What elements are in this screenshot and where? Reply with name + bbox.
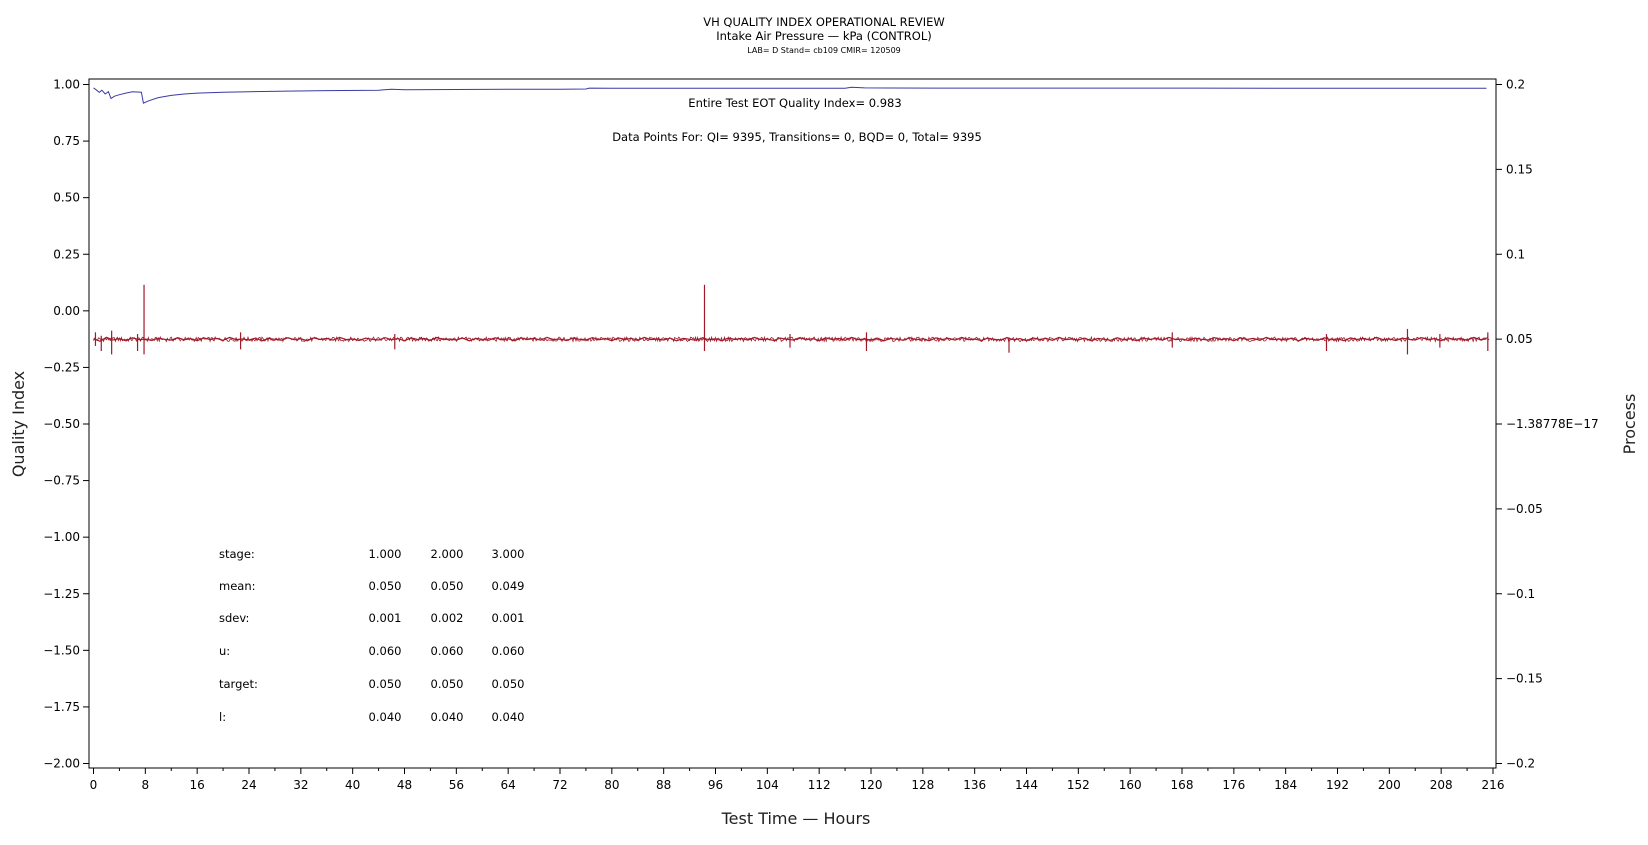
x-tick-label: 216: [1482, 778, 1505, 792]
stats-value: 0.060: [431, 644, 464, 658]
x-tick-label: 176: [1222, 778, 1245, 792]
x-tick-label: 96: [708, 778, 723, 792]
x-tick-label: 8: [142, 778, 150, 792]
y2-axis-label: Process: [1620, 394, 1639, 455]
x-tick-label: 56: [449, 778, 464, 792]
x-tick-label: 48: [397, 778, 412, 792]
y-tick-label: −1.25: [43, 587, 80, 601]
stats-table: stage: 1.000 2.000 3.000 mean: 0.050 0.050 0.04…: [219, 547, 524, 724]
stats-value: 0.050: [431, 579, 464, 593]
stats-value: 0.040: [431, 710, 464, 724]
x-tick-label: 104: [756, 778, 779, 792]
eot-annotation: Entire Test EOT Quality Index= 0.983: [688, 96, 901, 110]
x-tick-label: 168: [1171, 778, 1194, 792]
stats-value: 0.050: [369, 677, 402, 691]
stats-row-label: sdev:: [219, 611, 249, 625]
stats-value: 0.050: [369, 579, 402, 593]
x-tick-label: 200: [1378, 778, 1401, 792]
y2-tick-label: 0.15: [1506, 162, 1533, 176]
stats-value: 0.050: [492, 677, 525, 691]
stats-value: 0.049: [492, 579, 525, 593]
x-tick-label: 16: [190, 778, 205, 792]
stats-value: 0.001: [492, 611, 525, 625]
x-tick-label: 192: [1326, 778, 1349, 792]
y-tick-label: −1.00: [43, 530, 80, 544]
x-tick-label: 152: [1067, 778, 1090, 792]
stats-value: 0.060: [369, 644, 402, 658]
quality-index-line: [93, 86, 1487, 104]
y-tick-label: 0.00: [53, 304, 80, 318]
stats-value: 0.040: [369, 710, 402, 724]
x-tick-label: 128: [911, 778, 934, 792]
x-tick-label: 24: [241, 778, 256, 792]
x-tick-label: 40: [345, 778, 360, 792]
y-tick-label: 0.50: [53, 191, 80, 205]
x-tick-label: 112: [808, 778, 831, 792]
stats-row-label: mean:: [219, 579, 256, 593]
stats-value: 3.000: [492, 547, 525, 561]
stats-row-label: l:: [219, 710, 226, 724]
chart-title: VH QUALITY INDEX OPERATIONAL REVIEW: [703, 15, 945, 29]
y-tick-label: −1.75: [43, 700, 80, 714]
y2-tick-label: −0.2: [1506, 757, 1535, 771]
y-tick-label: 0.75: [53, 134, 80, 148]
stats-row-label: stage:: [219, 547, 255, 561]
stats-row-label: u:: [219, 644, 230, 658]
x-tick-label: 136: [963, 778, 986, 792]
x-tick-label: 32: [293, 778, 308, 792]
stats-value: 1.000: [369, 547, 402, 561]
y-tick-label: −0.50: [43, 417, 80, 431]
x-tick-label: 0: [90, 778, 98, 792]
x-tick-label: 208: [1430, 778, 1453, 792]
stats-value: 2.000: [431, 547, 464, 561]
chart-subtitle: Intake Air Pressure — kPa (CONTROL): [716, 29, 932, 43]
y2-tick-label: 0.1: [1506, 247, 1525, 261]
stats-value: 0.002: [431, 611, 464, 625]
stats-value: 0.060: [492, 644, 525, 658]
y-tick-label: −1.50: [43, 643, 80, 657]
y2-tick-label: −0.1: [1506, 587, 1535, 601]
y-axis-label: Quality Index: [9, 371, 28, 477]
y2-tick-label: 0.05: [1506, 332, 1533, 346]
y2-tick-label: −1.38778E−17: [1506, 417, 1599, 431]
stats-row-label: target:: [219, 677, 258, 691]
y2-tick-label: −0.05: [1506, 502, 1543, 516]
stats-value: 0.040: [492, 710, 525, 724]
y-tick-label: −0.75: [43, 474, 80, 488]
x-axis-label: Test Time — Hours: [721, 809, 871, 828]
x-tick-label: 184: [1274, 778, 1297, 792]
data-points-annotation: Data Points For: QI= 9395, Transitions= …: [612, 130, 982, 144]
x-tick-label: 144: [1015, 778, 1038, 792]
x-tick-label: 80: [604, 778, 619, 792]
y2-tick-label: −0.15: [1506, 672, 1543, 686]
process-series-noise: [93, 335, 1490, 343]
x-tick-label: 64: [501, 778, 516, 792]
x-tick-label: 120: [860, 778, 883, 792]
y-tick-label: 0.25: [53, 247, 80, 261]
chart-subtitle-2: LAB= D Stand= cb109 CMIR= 120509: [747, 46, 901, 55]
y-tick-label: −0.25: [43, 360, 80, 374]
stats-value: 0.001: [369, 611, 402, 625]
y-tick-label: 1.00: [53, 78, 80, 92]
y-tick-label: −2.00: [43, 757, 80, 771]
y2-tick-label: 0.2: [1506, 78, 1525, 92]
x-tick-label: 160: [1119, 778, 1142, 792]
x-tick-label: 72: [552, 778, 567, 792]
stats-value: 0.050: [431, 677, 464, 691]
x-tick-label: 88: [656, 778, 671, 792]
